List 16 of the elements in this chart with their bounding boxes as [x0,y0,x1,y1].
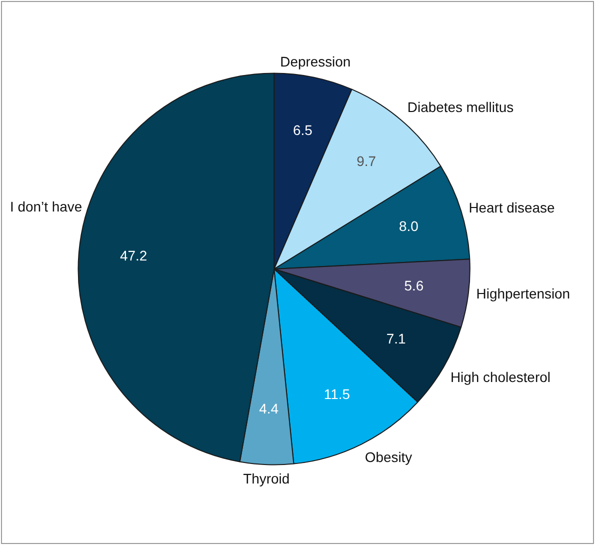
data-label: 8.0 [399,218,419,234]
data-label: 11.5 [324,386,350,402]
slice-label: I don’t have [10,198,82,215]
data-label: 5.6 [404,278,424,294]
slice-label: Thyroid [243,470,290,486]
data-label: 7.1 [386,330,406,346]
slice-label: Highpertension [476,285,570,302]
data-label: 9.7 [356,153,376,170]
slice-label: Obesity [364,449,412,466]
data-label: 6.5 [292,122,313,138]
slice-label: Heart disease [468,199,555,216]
slice-label: High cholesterol [450,368,550,385]
data-label: 4.4 [259,400,279,417]
slice-label: Diabetes mellitus [407,98,514,115]
slice-label: Depression [280,53,351,70]
data-label: 47.2 [120,247,148,264]
